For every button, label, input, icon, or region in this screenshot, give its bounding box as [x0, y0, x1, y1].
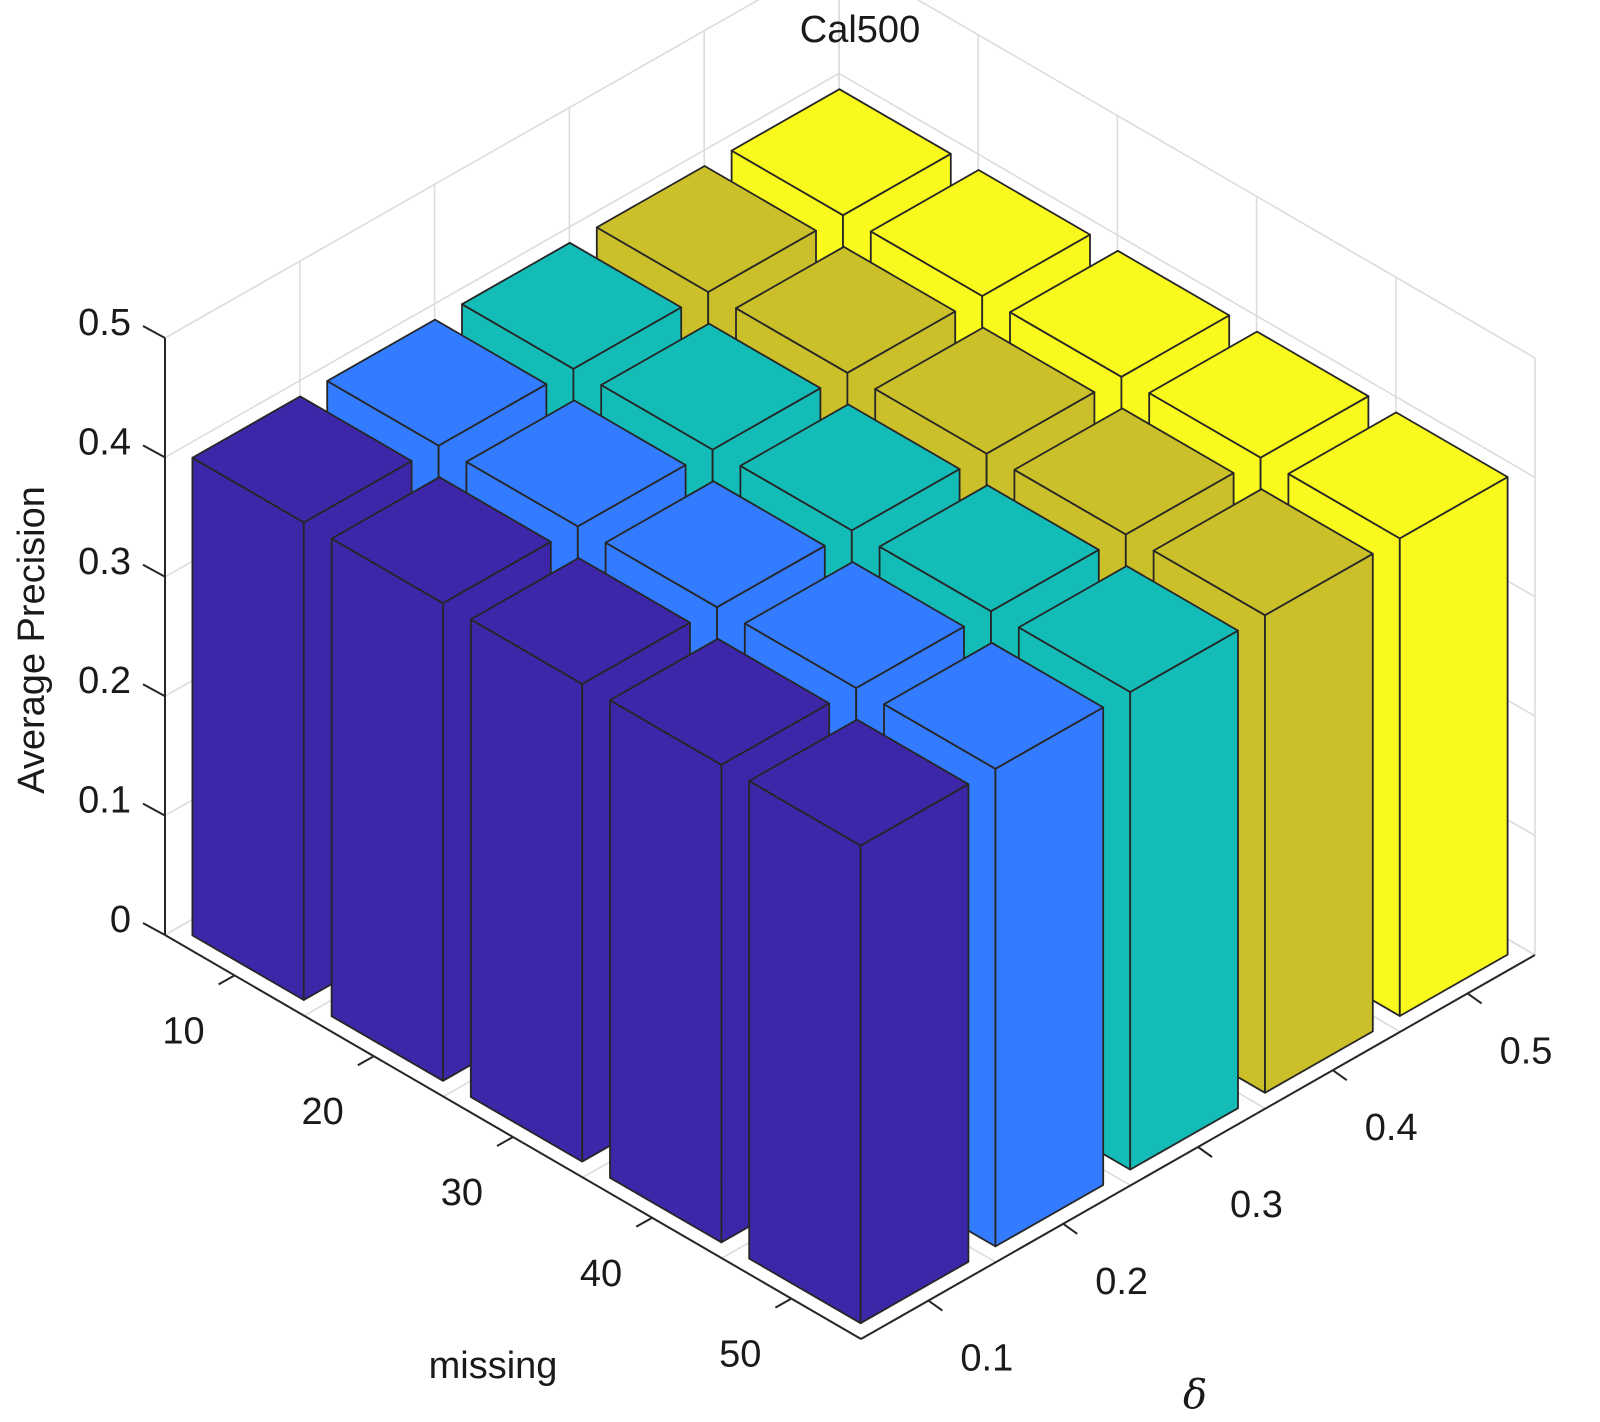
- bar-top-face: [735, 245, 957, 374]
- bar-top-face: [604, 480, 826, 609]
- z-tick: [142, 802, 166, 817]
- wall-grid-line: [164, 0, 760, 339]
- y-tick: [1467, 992, 1483, 1005]
- bar-top-face: [1009, 249, 1231, 378]
- bar-top-face: [739, 403, 961, 532]
- bar-top-face: [191, 395, 413, 524]
- bar-right-face: [859, 783, 970, 1325]
- x-tick: [218, 974, 236, 986]
- bar-left-face: [469, 618, 584, 1163]
- bar-top-face: [743, 561, 965, 689]
- bar-left-face: [609, 699, 723, 1244]
- y-tick-label: 0.2: [1095, 1261, 1148, 1303]
- y-tick-label: 0.5: [1500, 1030, 1553, 1072]
- y-tick: [1332, 1069, 1348, 1082]
- y-tick-label: 0.1: [960, 1338, 1013, 1380]
- x-tick: [357, 1055, 375, 1067]
- y-tick: [1062, 1222, 1078, 1235]
- y-tick: [927, 1299, 943, 1312]
- bar-top-face: [748, 718, 970, 847]
- bar-top-face: [730, 88, 952, 217]
- x-tick-label: 20: [302, 1091, 344, 1133]
- z-tick: [142, 563, 166, 578]
- z-tick-label: 0: [110, 899, 131, 941]
- bar-top-face: [1017, 565, 1239, 693]
- bar-top-face: [1287, 411, 1509, 540]
- wall-grid-line: [916, 0, 1536, 359]
- y-tick-label: 0.4: [1365, 1107, 1418, 1149]
- bar-top-face: [1013, 407, 1235, 536]
- bar-left-face: [748, 780, 862, 1325]
- bar-top-face: [465, 399, 687, 528]
- bar-top-face: [326, 318, 548, 447]
- bar-top-face: [595, 165, 817, 293]
- wall-grid-line: [838, 72, 1536, 479]
- bar-top-face: [600, 322, 822, 451]
- z-tick-label: 0.1: [78, 780, 131, 822]
- z-tick-label: 0.4: [78, 421, 131, 463]
- x-tick: [496, 1136, 514, 1147]
- bar-right-face: [994, 706, 1105, 1248]
- bar-50-0.1: [748, 718, 970, 1325]
- z-tick-label: 0.2: [78, 660, 131, 702]
- z-tick: [142, 444, 166, 459]
- bar-left-face: [330, 537, 444, 1082]
- bar-top-face: [874, 326, 1096, 455]
- bar-top-face: [330, 476, 552, 605]
- bar-top-face: [461, 241, 683, 370]
- x-tick-label: 10: [162, 1010, 204, 1052]
- x-tick: [774, 1297, 792, 1309]
- x-tick-label: 50: [719, 1334, 761, 1376]
- axes-layer: [142, 325, 1536, 1340]
- bar-top-face: [869, 169, 1091, 297]
- bar-top-face: [469, 557, 691, 685]
- chart-title: Cal500: [800, 9, 920, 51]
- bar-top-face: [883, 641, 1105, 770]
- z-tick: [142, 683, 166, 698]
- bar-right-face: [1398, 476, 1509, 1017]
- z-tick: [142, 325, 166, 339]
- bar-top-face: [609, 637, 831, 766]
- x-tick-label: 40: [580, 1253, 622, 1295]
- bar-top-face: [878, 484, 1100, 613]
- y-axis-title: δ: [1183, 1372, 1207, 1418]
- x-tick-label: 30: [441, 1172, 483, 1214]
- bar-right-face: [1129, 629, 1239, 1171]
- bar-top-face: [1152, 488, 1374, 617]
- wall-grid-line: [164, 72, 840, 459]
- z-axis-title: Average Precision: [11, 486, 53, 794]
- y-tick-label: 0.3: [1230, 1184, 1283, 1226]
- labels-layer: Cal500 Average Precision missing δ 0 0.1 0…: [11, 9, 1552, 1418]
- x-tick: [635, 1216, 653, 1228]
- bar-left-face: [191, 456, 305, 1001]
- y-tick: [1197, 1146, 1213, 1158]
- z-tick: [142, 922, 166, 936]
- x-axis-title: missing: [429, 1345, 558, 1387]
- bar-top-face: [1148, 330, 1370, 459]
- bar-right-face: [1264, 552, 1374, 1094]
- bars-layer: [191, 88, 1509, 1325]
- z-tick-label: 0.3: [78, 541, 131, 583]
- z-tick-label: 0.5: [78, 302, 131, 344]
